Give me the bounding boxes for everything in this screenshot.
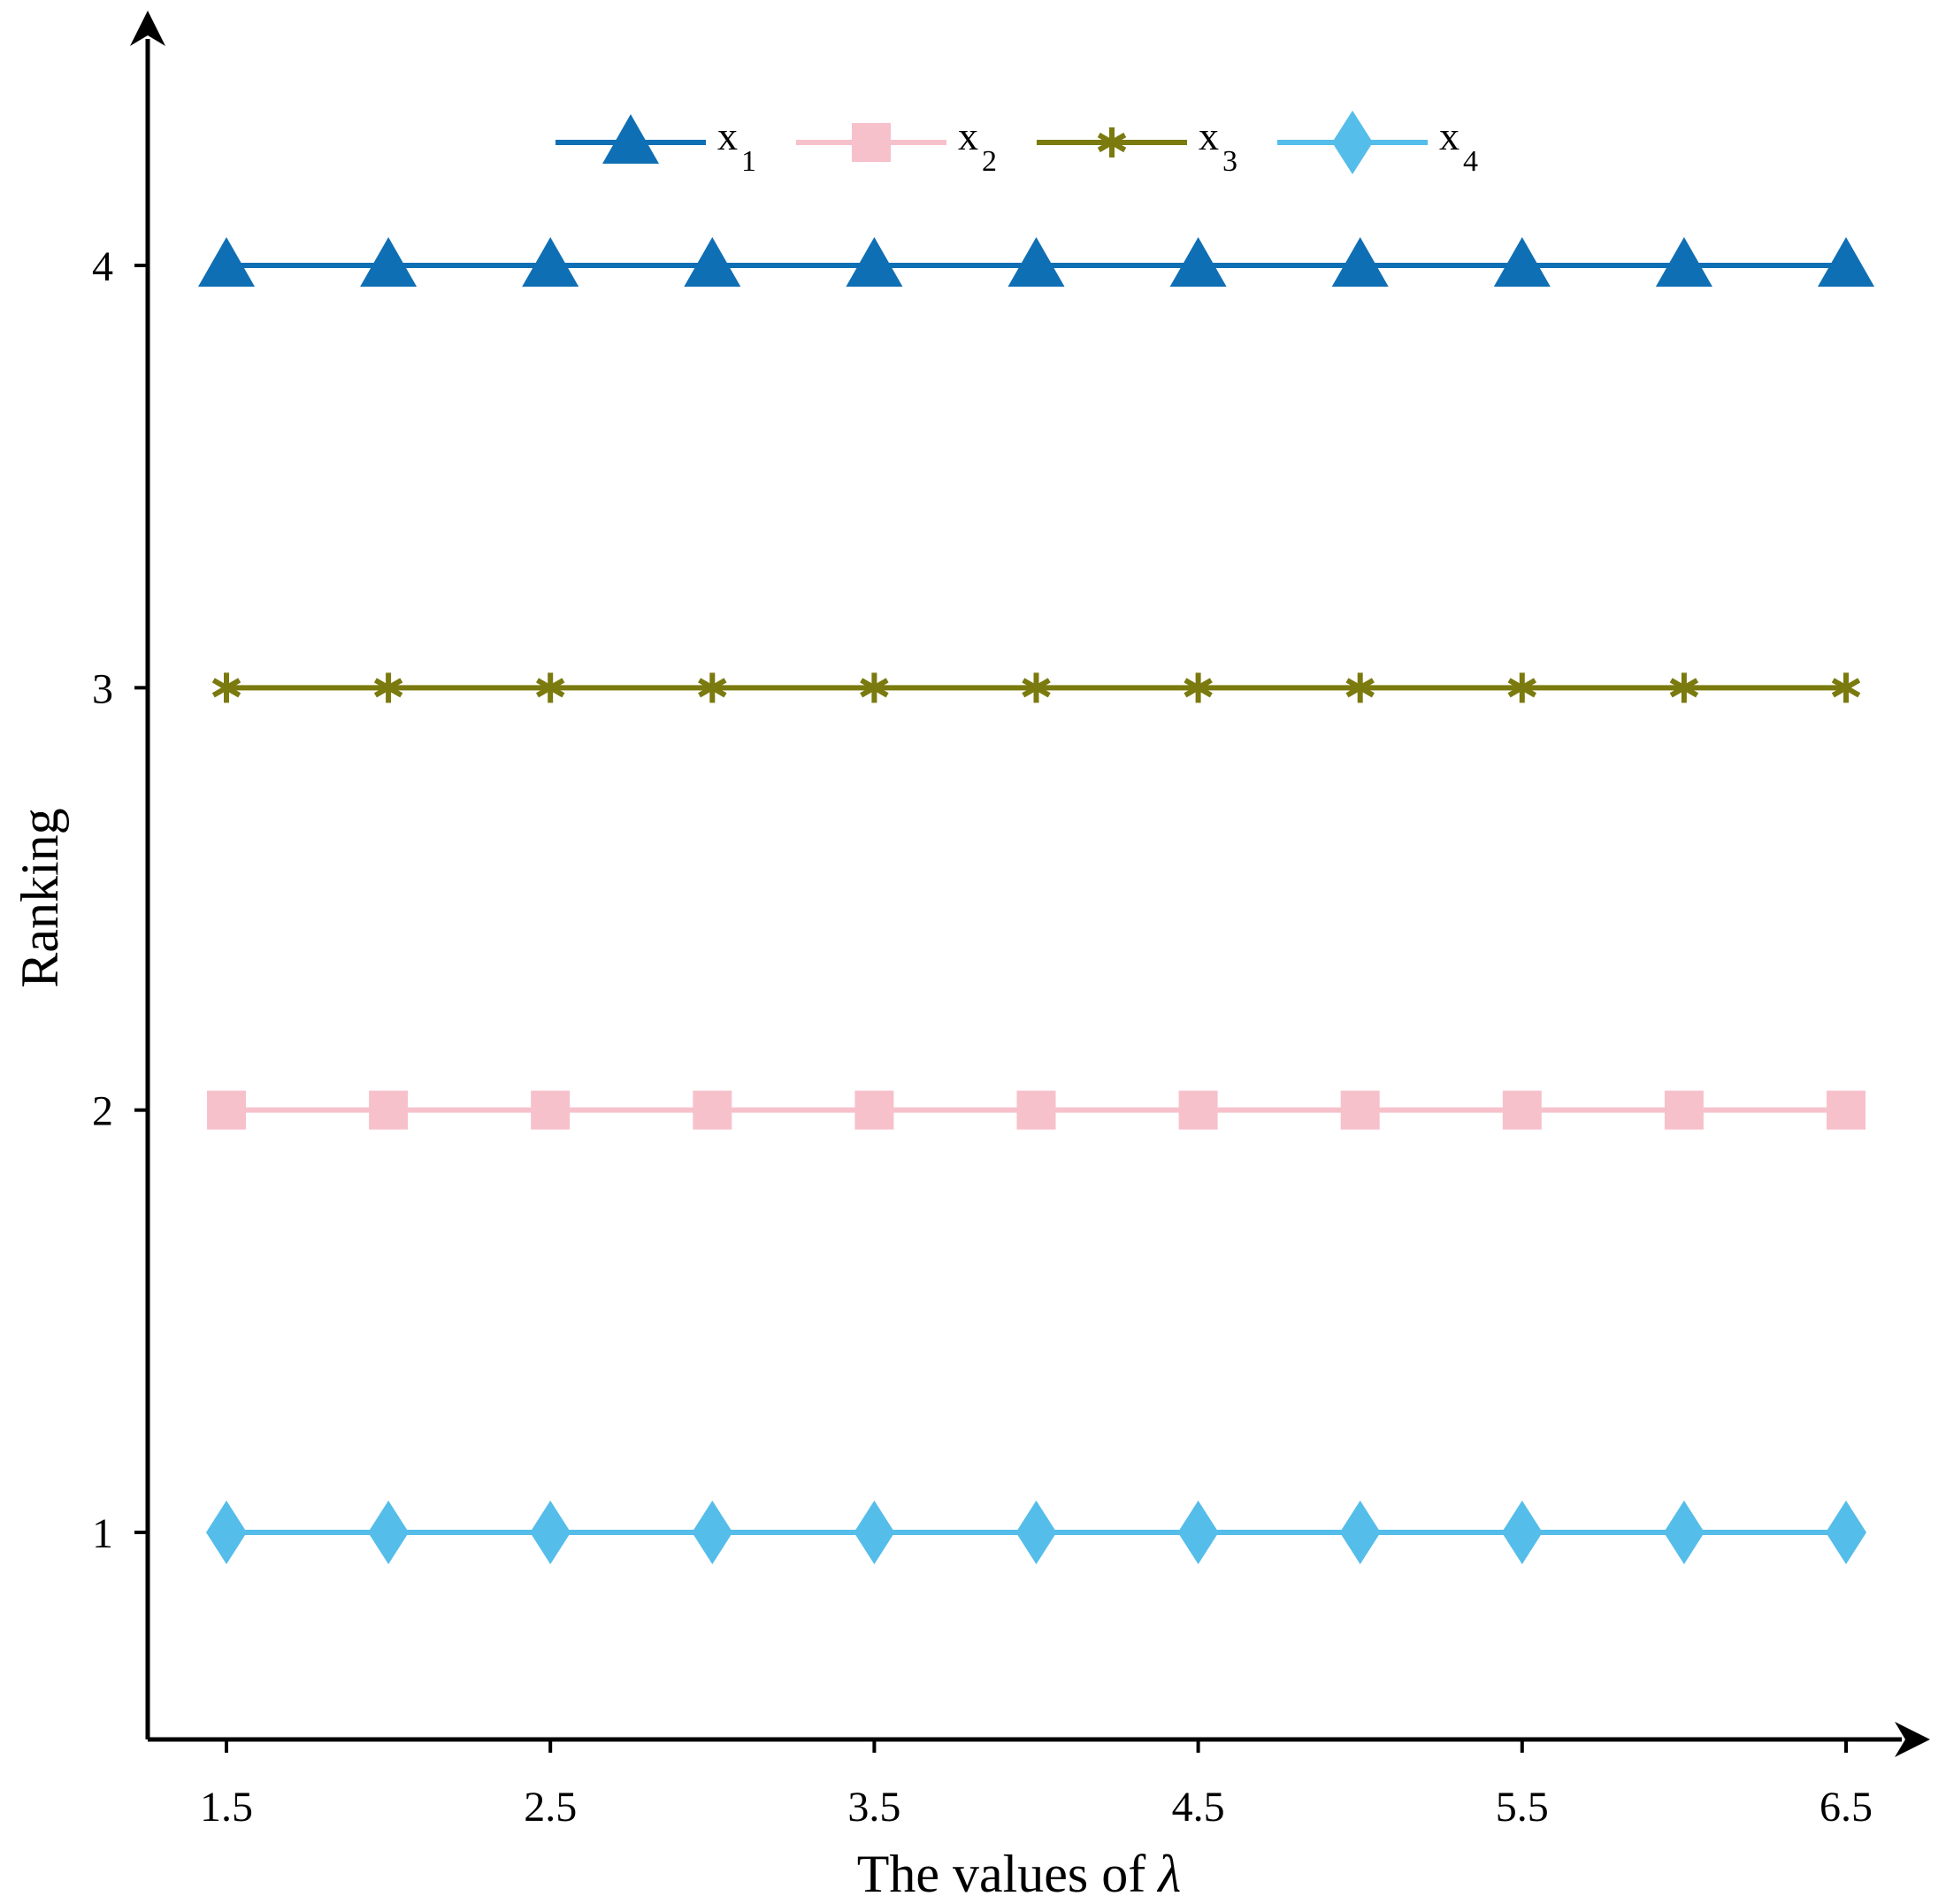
y-tick-label: 1 bbox=[92, 1510, 113, 1557]
legend-label-subscript: 1 bbox=[741, 145, 756, 178]
data-point-x4 bbox=[1826, 1501, 1866, 1564]
legend-label-main: x bbox=[1199, 113, 1219, 158]
legend-label: x2 bbox=[958, 113, 997, 178]
data-point-x3 bbox=[860, 672, 889, 703]
data-point-x2 bbox=[1340, 1090, 1380, 1130]
data-point-x2 bbox=[693, 1090, 732, 1130]
legend-label-main: x bbox=[1439, 113, 1460, 158]
legend-label: x1 bbox=[717, 113, 756, 178]
data-point-x4 bbox=[1015, 1501, 1057, 1564]
data-point-x2 bbox=[1502, 1090, 1542, 1130]
x-tick-label: 6.5 bbox=[1820, 1784, 1873, 1831]
legend-label-subscript: 4 bbox=[1463, 145, 1478, 178]
data-point-x4 bbox=[1177, 1501, 1219, 1564]
data-point-x4 bbox=[530, 1501, 571, 1564]
legend-marker-diamond bbox=[1332, 111, 1373, 174]
legend-marker-triangle bbox=[602, 114, 659, 164]
data-point-x4 bbox=[1501, 1501, 1543, 1564]
data-point-x3 bbox=[1669, 672, 1699, 703]
data-point-x2 bbox=[1827, 1090, 1866, 1130]
x-tick-group: 1.5 2.5 3.5 4.5 5.5 6.5 bbox=[200, 1739, 1873, 1831]
legend-marker-square bbox=[852, 123, 891, 162]
data-point-x3 bbox=[373, 672, 403, 703]
data-point-x4 bbox=[1339, 1501, 1381, 1564]
data-point-x2 bbox=[531, 1090, 571, 1130]
data-point-x1 bbox=[360, 237, 418, 287]
series-x4 bbox=[206, 1501, 1866, 1564]
data-point-x2 bbox=[207, 1090, 246, 1130]
data-point-x3 bbox=[535, 672, 565, 703]
series-x1 bbox=[198, 237, 1874, 287]
x-tick-label: 5.5 bbox=[1496, 1784, 1549, 1831]
x-tick-label: 2.5 bbox=[524, 1784, 577, 1831]
data-point-x2 bbox=[1664, 1090, 1704, 1130]
data-point-x4 bbox=[1663, 1501, 1705, 1564]
data-point-x1 bbox=[1655, 237, 1712, 287]
legend-label-subscript: 3 bbox=[1222, 145, 1237, 178]
data-point-x1 bbox=[846, 237, 903, 287]
data-point-x4 bbox=[368, 1501, 410, 1564]
y-tick-group: 1 2 3 4 bbox=[92, 243, 148, 1557]
data-point-x3 bbox=[1022, 672, 1051, 703]
data-point-x2 bbox=[369, 1090, 409, 1130]
x-axis-title-text: The values of bbox=[857, 1845, 1146, 1903]
data-point-x4 bbox=[692, 1501, 733, 1564]
data-point-x3 bbox=[698, 672, 727, 703]
data-point-x1 bbox=[1818, 237, 1874, 287]
y-tick-label: 2 bbox=[92, 1088, 113, 1135]
data-point-x1 bbox=[1493, 237, 1551, 287]
legend-item-x2: x2 bbox=[796, 113, 997, 178]
data-point-x3 bbox=[1507, 672, 1537, 703]
legend-label-subscript: 2 bbox=[982, 145, 997, 178]
y-tick-label: 3 bbox=[92, 665, 113, 712]
y-axis-title: Ranking bbox=[11, 808, 69, 987]
lambda-symbol: λ bbox=[1156, 1845, 1181, 1903]
data-point-x3 bbox=[1184, 672, 1213, 703]
data-point-x4 bbox=[854, 1501, 895, 1564]
data-point-x2 bbox=[1016, 1090, 1056, 1130]
data-point-x3 bbox=[1345, 672, 1375, 703]
legend-item-x1: x1 bbox=[555, 113, 756, 178]
legend-label-main: x bbox=[717, 113, 738, 158]
data-point-x1 bbox=[684, 237, 741, 287]
data-point-x1 bbox=[198, 237, 255, 287]
x-tick-label: 1.5 bbox=[200, 1784, 253, 1831]
legend-item-x3: x3 bbox=[1037, 113, 1237, 178]
series-x2 bbox=[207, 1090, 1866, 1130]
data-point-x1 bbox=[1331, 237, 1389, 287]
data-point-x3 bbox=[1831, 672, 1861, 703]
legend-label: x3 bbox=[1199, 113, 1237, 178]
legend-marker-asterisk bbox=[1097, 127, 1127, 157]
data-point-x1 bbox=[522, 237, 579, 287]
legend-label-main: x bbox=[958, 113, 978, 158]
data-point-x3 bbox=[211, 672, 241, 703]
data-point-x2 bbox=[1178, 1090, 1218, 1130]
y-tick-label: 4 bbox=[92, 243, 113, 290]
legend-item-x4: x4 bbox=[1277, 111, 1478, 178]
legend-label: x4 bbox=[1439, 113, 1478, 178]
x-tick-label: 3.5 bbox=[847, 1784, 900, 1831]
x-axis-title: The values of λ bbox=[857, 1845, 1182, 1903]
data-point-x1 bbox=[1169, 237, 1227, 287]
data-point-x1 bbox=[1007, 237, 1065, 287]
data-point-x2 bbox=[854, 1090, 894, 1130]
x-tick-label: 4.5 bbox=[1172, 1784, 1225, 1831]
data-point-x4 bbox=[206, 1501, 247, 1564]
series-x3 bbox=[211, 672, 1861, 703]
series-group bbox=[198, 237, 1874, 1564]
